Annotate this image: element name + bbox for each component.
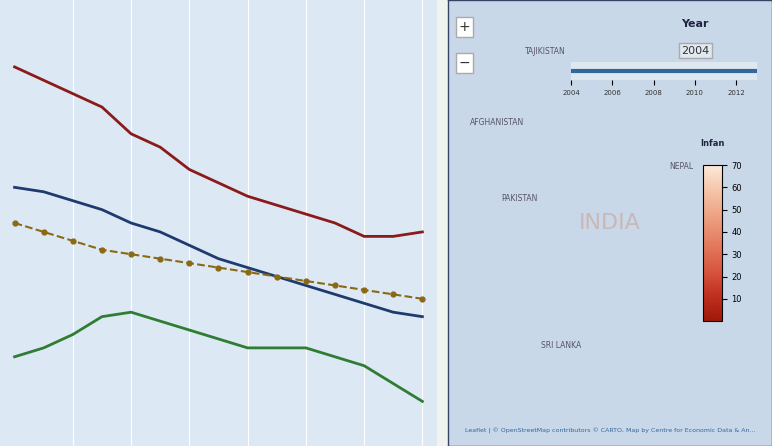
Text: +: + [459, 20, 470, 34]
Text: TAJIKISTAN: TAJIKISTAN [525, 46, 566, 55]
Text: NEPAL: NEPAL [669, 162, 693, 171]
Text: 2004: 2004 [682, 45, 709, 55]
Text: Year: Year [682, 19, 709, 29]
Text: Infan: Infan [700, 139, 724, 148]
Text: AFGHANISTAN: AFGHANISTAN [470, 118, 524, 127]
Text: Leaflet | © OpenStreetMap contributors © CARTO, Map by Centre for Economic Data : Leaflet | © OpenStreetMap contributors ©… [465, 428, 756, 434]
Text: SRI LANKA: SRI LANKA [541, 341, 582, 350]
Text: −: − [459, 56, 470, 70]
Text: PAKISTAN: PAKISTAN [501, 194, 538, 202]
Text: INDIA: INDIA [579, 213, 641, 233]
